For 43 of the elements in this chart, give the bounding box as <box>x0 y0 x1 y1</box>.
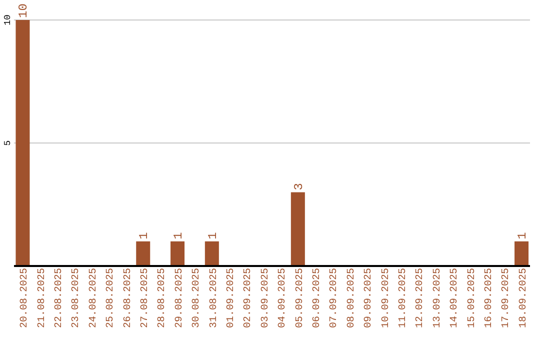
data-label: 1 <box>137 232 152 240</box>
x-tick-label: 28.08.2025 <box>157 268 168 328</box>
x-tick-label: 16.09.2025 <box>484 268 495 328</box>
bar <box>204 241 219 266</box>
x-tick-label: 27.08.2025 <box>140 268 151 328</box>
data-label: 1 <box>206 232 220 240</box>
y-tick-label: 5 <box>3 140 13 146</box>
data-label: 1 <box>172 232 186 240</box>
x-tick-label: 24.08.2025 <box>88 268 100 328</box>
bar <box>136 241 150 266</box>
data-label: 3 <box>292 182 306 190</box>
x-tick-label: 23.08.2025 <box>71 268 82 328</box>
x-tick-label: 18.09.2025 <box>518 268 530 328</box>
x-tick-label: 08.09.2025 <box>346 268 358 328</box>
x-tick-label: 25.08.2025 <box>106 268 117 328</box>
x-tick-label: 03.09.2025 <box>260 268 272 328</box>
x-tick-label: 07.09.2025 <box>329 268 340 328</box>
x-tick-label: 01.09.2025 <box>226 268 237 328</box>
x-tick-label: 26.08.2025 <box>122 268 134 328</box>
x-tick-label: 31.08.2025 <box>208 268 220 328</box>
bar <box>16 20 30 266</box>
x-tick-label: 14.09.2025 <box>450 268 461 328</box>
x-tick-label: 05.09.2025 <box>294 268 306 328</box>
x-tick-label: 09.09.2025 <box>364 268 375 328</box>
x-tick-label: 22.08.2025 <box>54 268 65 328</box>
bar <box>514 241 529 266</box>
data-label: 1 <box>516 232 530 240</box>
x-tick-label: 06.09.2025 <box>312 268 323 328</box>
x-tick-label: 11.09.2025 <box>398 268 409 328</box>
x-tick-label: 30.08.2025 <box>192 268 203 328</box>
x-tick-label: 10.09.2025 <box>380 268 392 328</box>
x-tick-label: 12.09.2025 <box>415 268 426 328</box>
x-tick-label: 02.09.2025 <box>243 268 254 328</box>
data-label: 10 <box>16 4 31 18</box>
x-tick-label: 20.08.2025 <box>20 268 31 328</box>
bar <box>290 192 305 266</box>
x-tick-label: 13.09.2025 <box>432 268 444 328</box>
x-tick-label: 15.09.2025 <box>466 268 478 328</box>
x-tick-label: 29.08.2025 <box>174 268 186 328</box>
x-tick-label: 21.08.2025 <box>36 268 48 328</box>
x-tick-label: 17.09.2025 <box>501 268 512 328</box>
x-tick-label: 04.09.2025 <box>278 268 289 328</box>
bar <box>170 241 185 266</box>
